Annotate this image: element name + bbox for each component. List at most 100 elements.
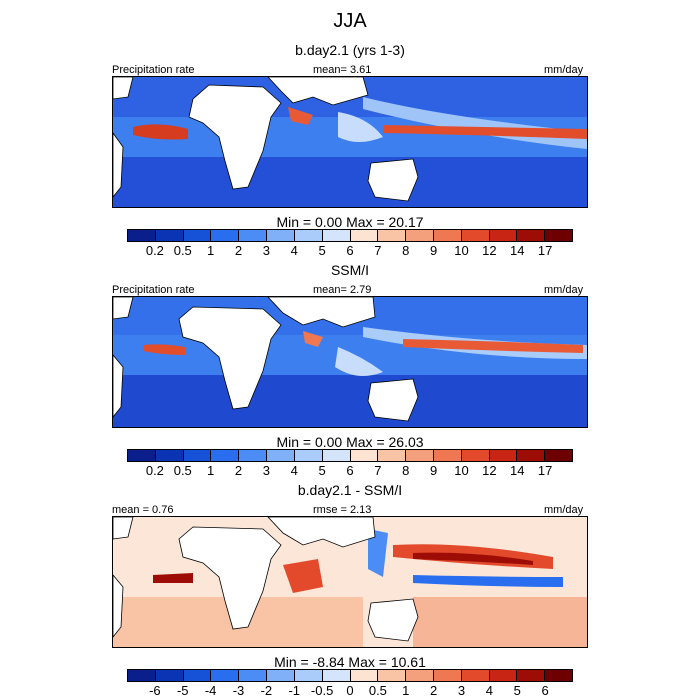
- panel-2-min-max: Min = 0.00 Max = 26.03: [276, 434, 424, 450]
- colorbar-swatch: [155, 450, 184, 461]
- colorbar-tick-label: 6: [346, 463, 354, 478]
- colorbar-tick-label: 0.5: [173, 463, 192, 478]
- colorbar-swatch: [378, 450, 407, 461]
- colorbar-tick-label: 2: [430, 683, 438, 698]
- colorbar-swatch: [211, 230, 240, 241]
- colorbar-tick-label: 1: [207, 463, 215, 478]
- panel-3-min-max: Min = -8.84 Max = 10.61: [274, 654, 426, 670]
- colorbar-swatch: [183, 670, 212, 681]
- colorbar-tick-label: 3: [262, 243, 270, 258]
- colorbar-swatch: [294, 230, 323, 241]
- colorbar-swatch: [155, 230, 184, 241]
- colorbar-tick-label: -6: [149, 683, 161, 698]
- itcz-atlantic-band: [143, 344, 185, 355]
- colorbar-swatch: [461, 230, 490, 241]
- colorbar-tick-label: 3: [262, 463, 270, 478]
- panel-2-subtitle: SSM/I: [330, 262, 370, 278]
- colorbar-tick-label: 0.2: [145, 243, 164, 258]
- bay-of-bengal-max: [288, 107, 313, 125]
- colorbar-swatch: [128, 450, 156, 461]
- itcz-pacific-band: [403, 339, 583, 353]
- africa-landmass: [178, 306, 282, 410]
- colorbar-swatch: [183, 230, 212, 241]
- colorbar-swatch: [350, 670, 379, 681]
- panel-1-map-svg: [113, 77, 587, 207]
- colorbar-tick-label: 10: [454, 463, 469, 478]
- colorbar-tick-label: -1: [288, 683, 301, 698]
- indian-ocean-positive: [283, 559, 323, 593]
- panel-3-subtitle: b.day2.1 - SSM/I: [297, 482, 403, 498]
- colorbar-swatch: [517, 450, 546, 461]
- colorbar-swatch: [128, 670, 156, 681]
- colorbar-swatch: [517, 230, 546, 241]
- colorbar-swatch: [433, 450, 462, 461]
- panel-1-units-label: mm/day: [544, 64, 584, 76]
- colorbar-tick-label: 4: [290, 463, 298, 478]
- colorbar-swatch: [545, 230, 572, 241]
- colorbar-tick-label: 2: [234, 463, 243, 478]
- colorbar-swatch: [211, 670, 240, 681]
- colorbar-tick-label: 0.2: [145, 463, 164, 478]
- figure-title: JJA: [333, 10, 367, 32]
- colorbar-tick-label: 17: [537, 463, 553, 478]
- southern-pacific-pink: [413, 597, 587, 647]
- australia-landmass: [367, 598, 419, 642]
- colorbar-swatch: [406, 450, 434, 461]
- panel-3-map-svg: [113, 517, 587, 647]
- panel-1-map: [112, 76, 588, 208]
- panel-3-map: [112, 516, 588, 648]
- itcz-atlantic-band: [133, 124, 188, 140]
- colorbar-tick-label: 6: [541, 683, 549, 698]
- colorbar-swatch: [489, 670, 518, 681]
- americas-landmass: [113, 297, 134, 320]
- colorbar-swatch: [267, 670, 295, 681]
- maritime-light: [338, 112, 383, 142]
- panel-1-colorbar-ticks: 0.2 0.5 1 2 3 4 5 6 7 8 9 10 12 14 17: [127, 243, 573, 259]
- colorbar-swatch: [183, 450, 212, 461]
- colorbar-tick-label: 4: [485, 683, 493, 698]
- panel-2-units-label: mm/day: [544, 284, 584, 296]
- colorbar-tick-label: 1: [402, 683, 410, 698]
- colorbar-swatch: [517, 670, 546, 681]
- colorbar-tick-label: 8: [402, 463, 410, 478]
- colorbar-swatch: [406, 670, 434, 681]
- colorbar-swatch: [267, 450, 295, 461]
- colorbar-tick-label: 9: [430, 463, 438, 478]
- colorbar-swatch: [294, 450, 323, 461]
- south-america-landmass: [113, 132, 124, 198]
- americas-landmass: [113, 517, 134, 540]
- colorbar-tick-label: 0.5: [368, 683, 387, 698]
- africa-landmass: [188, 84, 282, 190]
- colorbar-swatch: [267, 230, 295, 241]
- colorbar-swatch: [545, 450, 572, 461]
- colorbar-tick-label: -4: [204, 683, 217, 698]
- eurasia-landmass: [267, 517, 376, 548]
- southern-band: [113, 157, 587, 207]
- colorbar-tick-label: 0.5: [173, 243, 192, 258]
- colorbar-swatch: [239, 670, 268, 681]
- colorbar-swatch: [155, 670, 184, 681]
- colorbar-swatch: [406, 230, 434, 241]
- colorbar-swatch: [322, 670, 351, 681]
- colorbar-tick-label: 17: [537, 243, 553, 258]
- panel-2-map: [112, 296, 588, 428]
- panel-3-units-label: mm/day: [544, 504, 584, 516]
- colorbar-swatch: [433, 670, 462, 681]
- colorbar-swatch: [378, 230, 407, 241]
- colorbar-swatch: [489, 450, 518, 461]
- pacific-negative-band: [413, 575, 563, 587]
- colorbar-swatch: [128, 230, 156, 241]
- colorbar-swatch: [350, 230, 379, 241]
- colorbar-swatch: [433, 230, 462, 241]
- colorbar-tick-label: -3: [232, 683, 245, 698]
- colorbar-tick-label: 9: [430, 243, 438, 258]
- atlantic-positive: [153, 573, 193, 583]
- colorbar-tick-label: 6: [346, 243, 354, 258]
- panel-3-rmse-label: rmse = 2.13: [313, 504, 372, 516]
- colorbar-tick-label: -0.5: [310, 683, 334, 698]
- colorbar-tick-label: 7: [374, 243, 382, 258]
- colorbar-swatch: [378, 670, 407, 681]
- south-america-landmass: [113, 354, 124, 418]
- colorbar-swatch: [461, 450, 490, 461]
- colorbar-tick-label: 12: [482, 463, 497, 478]
